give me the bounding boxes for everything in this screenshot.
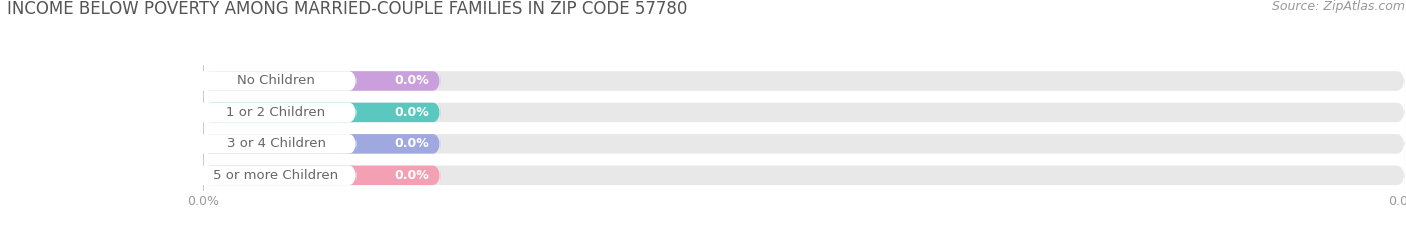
FancyBboxPatch shape (202, 71, 1405, 91)
FancyBboxPatch shape (202, 103, 440, 122)
Text: 0.0%: 0.0% (394, 169, 429, 182)
Text: 0.0%: 0.0% (394, 75, 429, 87)
Text: INCOME BELOW POVERTY AMONG MARRIED-COUPLE FAMILIES IN ZIP CODE 57780: INCOME BELOW POVERTY AMONG MARRIED-COUPL… (7, 0, 688, 18)
Text: 3 or 4 Children: 3 or 4 Children (226, 137, 326, 150)
Text: No Children: No Children (238, 75, 315, 87)
FancyBboxPatch shape (202, 134, 440, 154)
FancyBboxPatch shape (202, 71, 440, 91)
Text: Source: ZipAtlas.com: Source: ZipAtlas.com (1271, 0, 1405, 13)
Text: 1 or 2 Children: 1 or 2 Children (226, 106, 326, 119)
FancyBboxPatch shape (195, 134, 357, 154)
Text: 5 or more Children: 5 or more Children (214, 169, 339, 182)
FancyBboxPatch shape (195, 166, 357, 185)
FancyBboxPatch shape (195, 71, 357, 91)
Text: 0.0%: 0.0% (394, 106, 429, 119)
FancyBboxPatch shape (195, 103, 357, 122)
FancyBboxPatch shape (202, 103, 1405, 122)
FancyBboxPatch shape (202, 134, 1405, 154)
FancyBboxPatch shape (202, 166, 440, 185)
Text: 0.0%: 0.0% (394, 137, 429, 150)
FancyBboxPatch shape (202, 166, 1405, 185)
